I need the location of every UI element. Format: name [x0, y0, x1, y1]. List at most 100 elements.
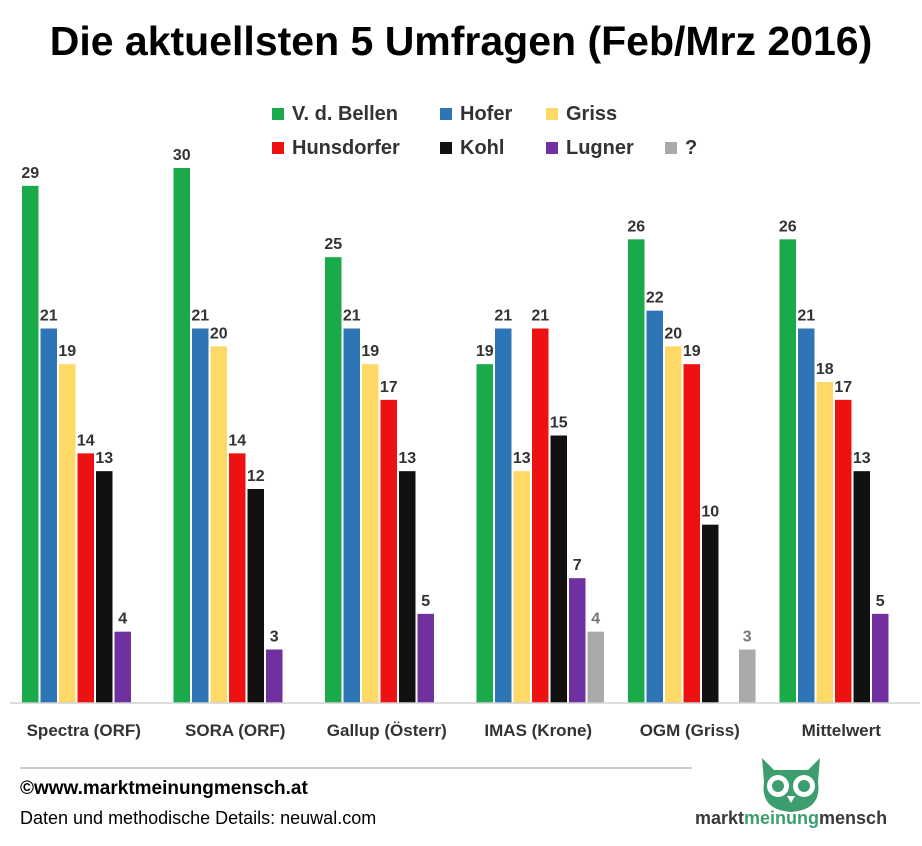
value-label: 26 — [627, 218, 645, 235]
bar-hofer-gallup-sterr — [343, 328, 360, 703]
value-label: 4 — [591, 611, 600, 628]
bar-unknown-ogm-griss — [739, 649, 756, 703]
legend-label-lugner: Lugner — [566, 137, 634, 159]
bar-hofer-imas-krone — [495, 328, 512, 703]
value-label: 4 — [118, 611, 127, 628]
bar-hofer-spectra-orf — [40, 328, 57, 703]
bar-kohl-imas-krone — [550, 435, 567, 703]
source-text: Daten und methodische Details: neuwal.co… — [20, 808, 377, 828]
value-label: 12 — [247, 468, 265, 485]
bar-hofer-sora-orf — [192, 328, 209, 703]
bar-v-d-bellen-sora-orf — [173, 168, 190, 703]
value-label: 21 — [531, 308, 549, 325]
category-label: SORA (ORF) — [185, 721, 285, 740]
value-label: 21 — [343, 308, 361, 325]
legend-label-unknown: ? — [685, 137, 697, 159]
chart-title: Die aktuellsten 5 Umfragen (Feb/Mrz 2016… — [49, 18, 873, 64]
bar-kohl-spectra-orf — [96, 471, 113, 703]
legend-swatch-v-d-bellen — [272, 108, 284, 120]
value-label: 22 — [646, 290, 664, 307]
bar-v-d-bellen-ogm-griss — [628, 239, 645, 704]
value-label: 21 — [40, 308, 58, 325]
value-label: 14 — [228, 432, 246, 449]
bar-griss-spectra-orf — [59, 364, 76, 703]
legend-swatch-hunsdorfer — [272, 142, 284, 154]
value-label: 13 — [853, 450, 871, 467]
bar-hunsdorfer-imas-krone — [532, 328, 549, 703]
bar-hunsdorfer-sora-orf — [229, 453, 246, 703]
value-label: 29 — [21, 165, 39, 182]
legend-label-v-d-bellen: V. d. Bellen — [292, 103, 398, 125]
value-label: 20 — [664, 325, 682, 342]
legend-swatch-lugner — [546, 142, 558, 154]
bar-v-d-bellen-imas-krone — [476, 364, 493, 703]
bar-hofer-mittelwert — [798, 328, 815, 703]
value-label: 14 — [77, 432, 95, 449]
legend-swatch-unknown — [665, 142, 677, 154]
legend: V. d. Bellen Hofer Griss Hunsdorfer Kohl Lugn… — [272, 103, 697, 159]
category-label: IMAS (Krone) — [484, 721, 592, 740]
bar-hunsdorfer-gallup-sterr — [380, 399, 397, 703]
logo-text: marktmeinungmensch — [695, 808, 887, 829]
legend-label-hunsdorfer: Hunsdorfer — [292, 137, 400, 159]
bar-griss-mittelwert — [816, 382, 833, 703]
value-label: 13 — [398, 450, 416, 467]
bar-lugner-gallup-sterr — [417, 613, 434, 703]
legend-label-griss: Griss — [566, 103, 617, 125]
bar-v-d-bellen-gallup-sterr — [325, 257, 342, 703]
bar-hunsdorfer-spectra-orf — [77, 453, 94, 703]
bar-griss-ogm-griss — [665, 346, 682, 703]
value-label: 13 — [95, 450, 113, 467]
copyright-text: ©www.marktmeinungmensch.at — [20, 778, 308, 799]
owl-icon — [762, 758, 820, 812]
value-label: 30 — [173, 147, 191, 164]
value-label: 17 — [380, 379, 398, 396]
bar-unknown-imas-krone — [587, 631, 604, 703]
value-label: 7 — [573, 557, 582, 574]
value-label: 26 — [779, 218, 797, 235]
legend-label-hofer: Hofer — [460, 103, 512, 125]
category-label: Mittelwert — [802, 721, 882, 740]
value-label: 19 — [683, 343, 701, 360]
bar-hofer-ogm-griss — [646, 310, 663, 703]
bars: 2921191413430212014123252119171351921132… — [21, 147, 889, 704]
value-label: 5 — [421, 593, 430, 610]
bar-lugner-sora-orf — [266, 649, 283, 703]
value-label: 13 — [513, 450, 531, 467]
value-label: 21 — [494, 308, 512, 325]
value-label: 15 — [550, 415, 568, 432]
legend-label-kohl: Kohl — [460, 137, 504, 159]
bar-kohl-ogm-griss — [702, 524, 719, 703]
value-label: 19 — [476, 343, 494, 360]
bar-hunsdorfer-mittelwert — [835, 399, 852, 703]
category-label: Gallup (Österr) — [327, 721, 447, 740]
legend-swatch-kohl — [440, 142, 452, 154]
bar-lugner-imas-krone — [569, 578, 586, 703]
value-label: 17 — [834, 379, 852, 396]
value-label: 5 — [876, 593, 885, 610]
value-label: 3 — [743, 629, 752, 646]
bar-lugner-mittelwert — [872, 613, 889, 703]
bar-kohl-sora-orf — [247, 489, 264, 703]
bar-v-d-bellen-mittelwert — [779, 239, 796, 704]
bar-griss-sora-orf — [210, 346, 227, 703]
value-label: 19 — [361, 343, 379, 360]
category-label: OGM (Griss) — [640, 721, 740, 740]
value-label: 19 — [58, 343, 76, 360]
value-label: 20 — [210, 325, 228, 342]
bar-lugner-spectra-orf — [114, 631, 131, 703]
logo-part-mensch: mensch — [819, 808, 888, 828]
value-label: 10 — [701, 504, 719, 521]
value-label: 25 — [324, 236, 342, 253]
logo-part-meinung: meinung — [744, 808, 820, 828]
bar-kohl-mittelwert — [853, 471, 870, 703]
legend-swatch-hofer — [440, 108, 452, 120]
bar-kohl-gallup-sterr — [399, 471, 416, 703]
value-label: 21 — [191, 308, 209, 325]
value-label: 21 — [797, 308, 815, 325]
value-label: 3 — [270, 629, 279, 646]
bar-griss-gallup-sterr — [362, 364, 379, 703]
category-label: Spectra (ORF) — [27, 721, 141, 740]
value-label: 18 — [816, 361, 834, 378]
